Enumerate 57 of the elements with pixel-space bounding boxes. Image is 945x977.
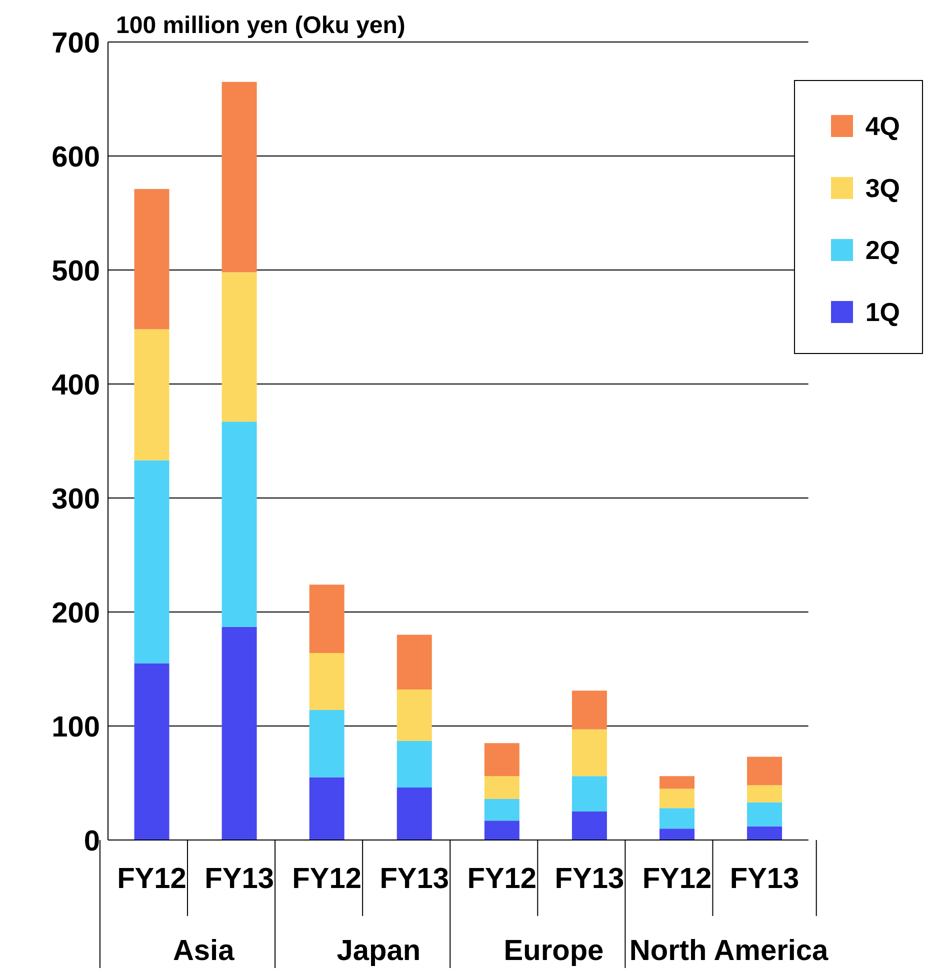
bar: [747, 802, 782, 826]
y-tick-label: 500: [52, 255, 100, 288]
x-tick-label: FY13: [554, 863, 624, 895]
y-tick-label: 700: [52, 27, 100, 60]
text: Japan: [336, 935, 421, 967]
bar: [396, 740, 432, 788]
bar: [484, 820, 520, 840]
y-tick-label: 400: [52, 369, 100, 402]
bar: [572, 776, 607, 812]
x-tick-label: FY12: [292, 863, 362, 895]
y-tick-label: 100: [52, 711, 100, 744]
bar: [659, 828, 694, 840]
bar: [572, 729, 607, 776]
text: North America: [629, 935, 830, 967]
bar: [572, 812, 607, 840]
legend-label: 3Q: [865, 172, 900, 204]
y-axis-title: 100 million yen (Oku yen): [116, 12, 406, 40]
bar: [659, 808, 694, 829]
bar: [396, 634, 432, 690]
y-tick-label: 600: [52, 141, 100, 174]
x-tick-label: FY13: [204, 863, 274, 895]
bar: [484, 776, 520, 799]
bar: [484, 743, 520, 776]
x-tick-label: FY12: [467, 863, 537, 895]
bar: [134, 189, 170, 330]
x-tick-label: FY13: [730, 863, 800, 895]
bar: [396, 690, 432, 741]
legend-label: 4Q: [865, 110, 900, 142]
legend-label: 2Q: [865, 234, 900, 266]
x-tick-label: FY13: [380, 863, 450, 895]
bar: [222, 82, 257, 272]
legend-label: 1Q: [865, 296, 900, 328]
bar: [747, 756, 782, 786]
bar: [134, 329, 170, 460]
bar: [572, 690, 607, 730]
x-tick-label: FY12: [117, 863, 186, 895]
bar: [309, 710, 344, 778]
bar: [309, 777, 344, 840]
text: Asia: [172, 935, 236, 967]
bar: [484, 798, 520, 821]
bar: [134, 460, 170, 664]
bar: [222, 626, 257, 840]
bar: [309, 584, 344, 654]
y-tick-label: 300: [52, 483, 100, 516]
text: Europe: [504, 935, 604, 967]
y-tick-label: 0: [84, 825, 100, 858]
bar: [222, 422, 257, 627]
bar: [134, 663, 170, 840]
bar: [309, 653, 344, 710]
y-tick-label: 200: [52, 597, 100, 630]
bar: [659, 776, 694, 789]
bar: [222, 272, 257, 422]
bar: [747, 826, 782, 840]
bar: [747, 785, 782, 802]
bar: [659, 788, 694, 808]
x-tick-label: FY12: [642, 863, 712, 895]
bar: [396, 788, 432, 840]
